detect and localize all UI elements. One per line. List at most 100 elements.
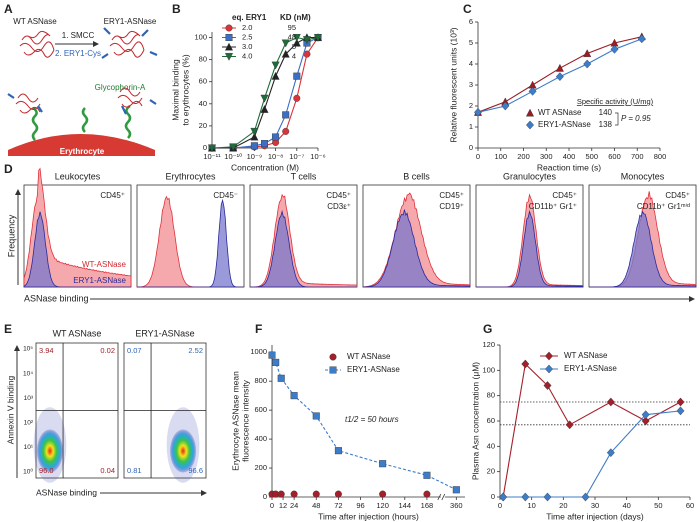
protein-wt bbox=[19, 30, 55, 58]
y-tick-label: 1000 bbox=[250, 347, 267, 356]
erythrocyte bbox=[8, 134, 155, 156]
annotation: t1/2 = 50 hours bbox=[345, 415, 399, 424]
x-tick-label: 10⁻⁸ bbox=[268, 152, 283, 161]
x-tick-label: 96 bbox=[356, 501, 364, 510]
x-axis-label: Reaction time (s) bbox=[537, 162, 601, 172]
protein-bound bbox=[7, 87, 157, 115]
panel-label: G bbox=[483, 322, 492, 336]
data-point bbox=[499, 492, 508, 502]
y-tick-label: 0 bbox=[469, 143, 473, 152]
legend-value: 5 bbox=[292, 42, 296, 51]
bracket bbox=[615, 112, 619, 126]
legend-value: 140 bbox=[599, 108, 613, 117]
histogram-ery1 bbox=[362, 209, 471, 288]
x-tick-label: 0 bbox=[498, 501, 502, 510]
legend-marker bbox=[525, 108, 535, 117]
y-axis-label: Relative fluorescent units (10³) bbox=[448, 27, 458, 142]
data-point bbox=[271, 61, 280, 70]
legend-label: WT ASNase bbox=[538, 108, 582, 117]
panel-label: A bbox=[4, 2, 13, 16]
legend-label: WT ASNase bbox=[347, 352, 391, 361]
x-tick-label: 72 bbox=[334, 501, 342, 510]
histogram-ery1 bbox=[476, 210, 584, 288]
axis-break bbox=[437, 493, 446, 501]
data-point bbox=[292, 34, 301, 42]
marker-label: CD45⁺ bbox=[326, 191, 351, 200]
quadrant-value: 3.94 bbox=[39, 346, 54, 355]
y-axis-label: Maximal binding bbox=[170, 59, 180, 121]
y-tick-label: 60 bbox=[199, 77, 207, 86]
x-tick-label: 10⁻⁹ bbox=[247, 152, 263, 161]
legend-marker bbox=[329, 353, 337, 361]
x-axis-label: ASNase binding bbox=[24, 293, 89, 303]
data-point bbox=[277, 490, 285, 498]
legend-label: WT ASNase bbox=[564, 351, 608, 360]
y-tick-label: 10⁵ bbox=[23, 346, 33, 353]
data-point bbox=[261, 140, 269, 148]
marker-label: CD45⁺ bbox=[439, 191, 464, 200]
x-tick-label: 600 bbox=[608, 152, 621, 161]
plot-title: WT ASNase bbox=[53, 328, 102, 338]
data-point bbox=[423, 471, 431, 479]
x-tick-label: 40 bbox=[622, 501, 630, 510]
y-tick-label: 10² bbox=[24, 420, 34, 427]
data-point bbox=[290, 392, 298, 400]
x-tick-label: 800 bbox=[654, 152, 667, 161]
x-tick-label: 30 bbox=[591, 501, 599, 510]
data-point bbox=[292, 38, 301, 47]
x-tick-label: 10⁻¹⁰ bbox=[224, 152, 242, 161]
legend-label: 3.0 bbox=[242, 42, 252, 51]
panel-title: B cells bbox=[403, 171, 430, 181]
y-tick-label: 5 bbox=[469, 38, 473, 47]
data-point bbox=[423, 490, 431, 498]
legend-marker bbox=[225, 34, 233, 42]
data-point bbox=[583, 59, 592, 69]
y-tick-label: 10⁴ bbox=[23, 370, 33, 377]
x-tick-label: 10 bbox=[527, 501, 535, 510]
legend-marker bbox=[224, 53, 234, 61]
quadrant-value: 0.07 bbox=[127, 346, 142, 355]
x-tick-label: 24 bbox=[290, 501, 298, 510]
panel-title: Granulocytes bbox=[503, 171, 557, 181]
x-tick-label: 200 bbox=[517, 152, 530, 161]
data-point bbox=[334, 490, 342, 498]
legend-value: 95 bbox=[288, 23, 296, 32]
y-tick-label: 800 bbox=[254, 376, 267, 385]
x-tick-label: 168 bbox=[421, 501, 434, 510]
legend-marker bbox=[225, 24, 233, 32]
y-tick-label: 600 bbox=[254, 405, 267, 414]
data-point bbox=[606, 397, 615, 407]
y-tick-label: 1 bbox=[469, 122, 473, 131]
legend-header: KD (nM) bbox=[280, 13, 311, 22]
data-point bbox=[641, 416, 650, 426]
data-point bbox=[543, 492, 552, 502]
y-axis-label: Annexin V binding bbox=[5, 375, 15, 444]
data-point bbox=[474, 107, 482, 117]
quadrant-value: 2.52 bbox=[188, 346, 203, 355]
series-line bbox=[502, 362, 681, 498]
y-tick-label: 20 bbox=[487, 467, 495, 476]
data-point bbox=[521, 359, 530, 369]
data-point bbox=[313, 34, 323, 42]
marker-label: CD45⁺ bbox=[552, 191, 577, 200]
y-tick-label: 40 bbox=[199, 99, 207, 108]
data-point bbox=[501, 101, 510, 111]
data-point bbox=[637, 34, 646, 44]
data-point bbox=[272, 133, 280, 141]
data-point bbox=[555, 63, 564, 72]
quadrant-value: 96.6 bbox=[188, 466, 203, 475]
data-point bbox=[250, 127, 259, 136]
data-point bbox=[271, 71, 280, 80]
x-tick-label: 0 bbox=[270, 501, 274, 510]
x-tick-label: 60 bbox=[686, 501, 694, 510]
legend-header: eq. ERY1 bbox=[232, 13, 267, 22]
data-point bbox=[302, 36, 311, 45]
series-line bbox=[503, 410, 681, 498]
x-tick-label: 500 bbox=[585, 152, 598, 161]
histogram-wt bbox=[23, 167, 132, 288]
legend-label: WT-ASNase bbox=[82, 260, 127, 269]
panel-label: B bbox=[172, 2, 181, 16]
x-tick-label: 400 bbox=[563, 152, 576, 161]
data-point bbox=[452, 486, 460, 494]
protein-ery1 bbox=[101, 27, 158, 59]
